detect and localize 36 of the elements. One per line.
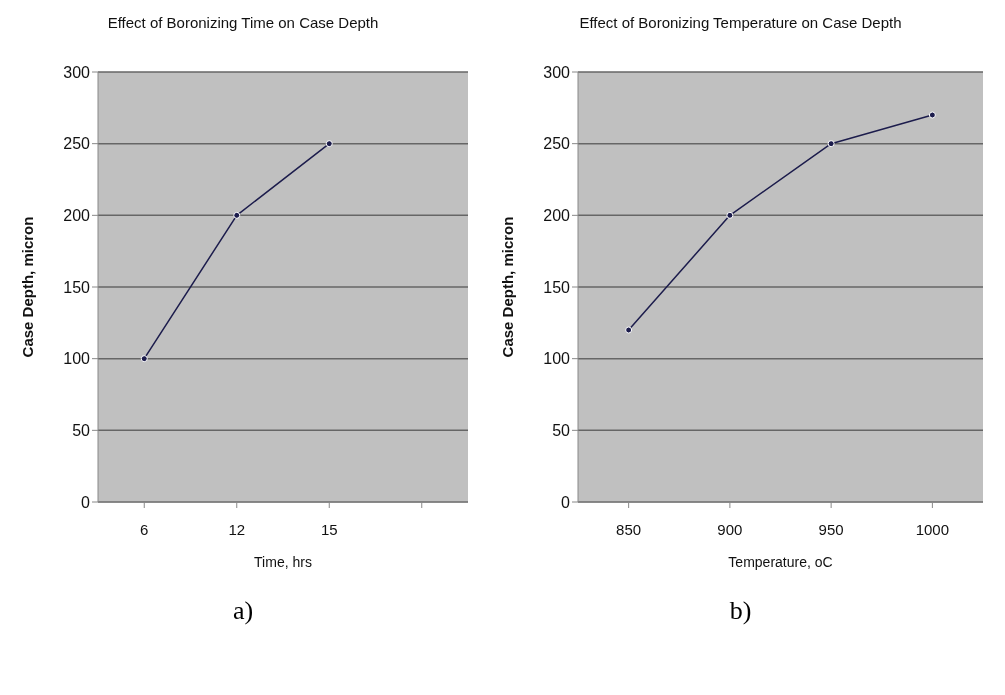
y-tick-label: 100 bbox=[543, 350, 571, 368]
point bbox=[140, 355, 148, 363]
x-tick-label: 950 bbox=[818, 520, 844, 538]
y-axis-title: Case Depth, micron bbox=[499, 216, 517, 358]
point bbox=[325, 140, 333, 148]
y-tick-label: 300 bbox=[543, 63, 571, 81]
y-tick-label: 0 bbox=[81, 493, 91, 511]
y-tick-label: 150 bbox=[63, 278, 91, 296]
text: a) bbox=[231, 596, 255, 626]
x-tick-label: 1000 bbox=[915, 520, 950, 538]
point bbox=[928, 111, 936, 119]
text: b) bbox=[728, 596, 753, 626]
x-tick-label: 15 bbox=[320, 520, 338, 538]
y-tick-label: 250 bbox=[63, 135, 91, 153]
x-tick-label: 850 bbox=[616, 520, 642, 538]
y-tick-label: 200 bbox=[543, 207, 571, 225]
x-tick-label: 12 bbox=[228, 520, 246, 538]
x-axis-title: Time, hrs bbox=[254, 554, 312, 570]
y-tick-label: 50 bbox=[72, 422, 91, 440]
point bbox=[233, 211, 241, 219]
chart-title: Effect of Boronizing Temperature on Case Depth bbox=[578, 14, 903, 33]
y-tick-label: 100 bbox=[63, 350, 91, 368]
y-axis-title: Case Depth, micron bbox=[19, 216, 37, 358]
x-tick-label: 6 bbox=[140, 520, 149, 538]
point bbox=[625, 326, 633, 334]
y-tick-label: 200 bbox=[63, 207, 91, 225]
y-tick-label: 300 bbox=[63, 63, 91, 81]
y-tick-label: 150 bbox=[543, 278, 571, 296]
x-axis-title: Temperature, oC bbox=[728, 554, 833, 570]
y-tick-label: 250 bbox=[543, 135, 571, 153]
x-tick-label: 900 bbox=[717, 520, 743, 538]
y-tick-label: 0 bbox=[561, 493, 571, 511]
chart-title: Effect of Boronizing Time on Case Depth bbox=[106, 14, 380, 33]
y-tick-label: 50 bbox=[552, 422, 571, 440]
point bbox=[726, 211, 734, 219]
point bbox=[827, 140, 835, 148]
